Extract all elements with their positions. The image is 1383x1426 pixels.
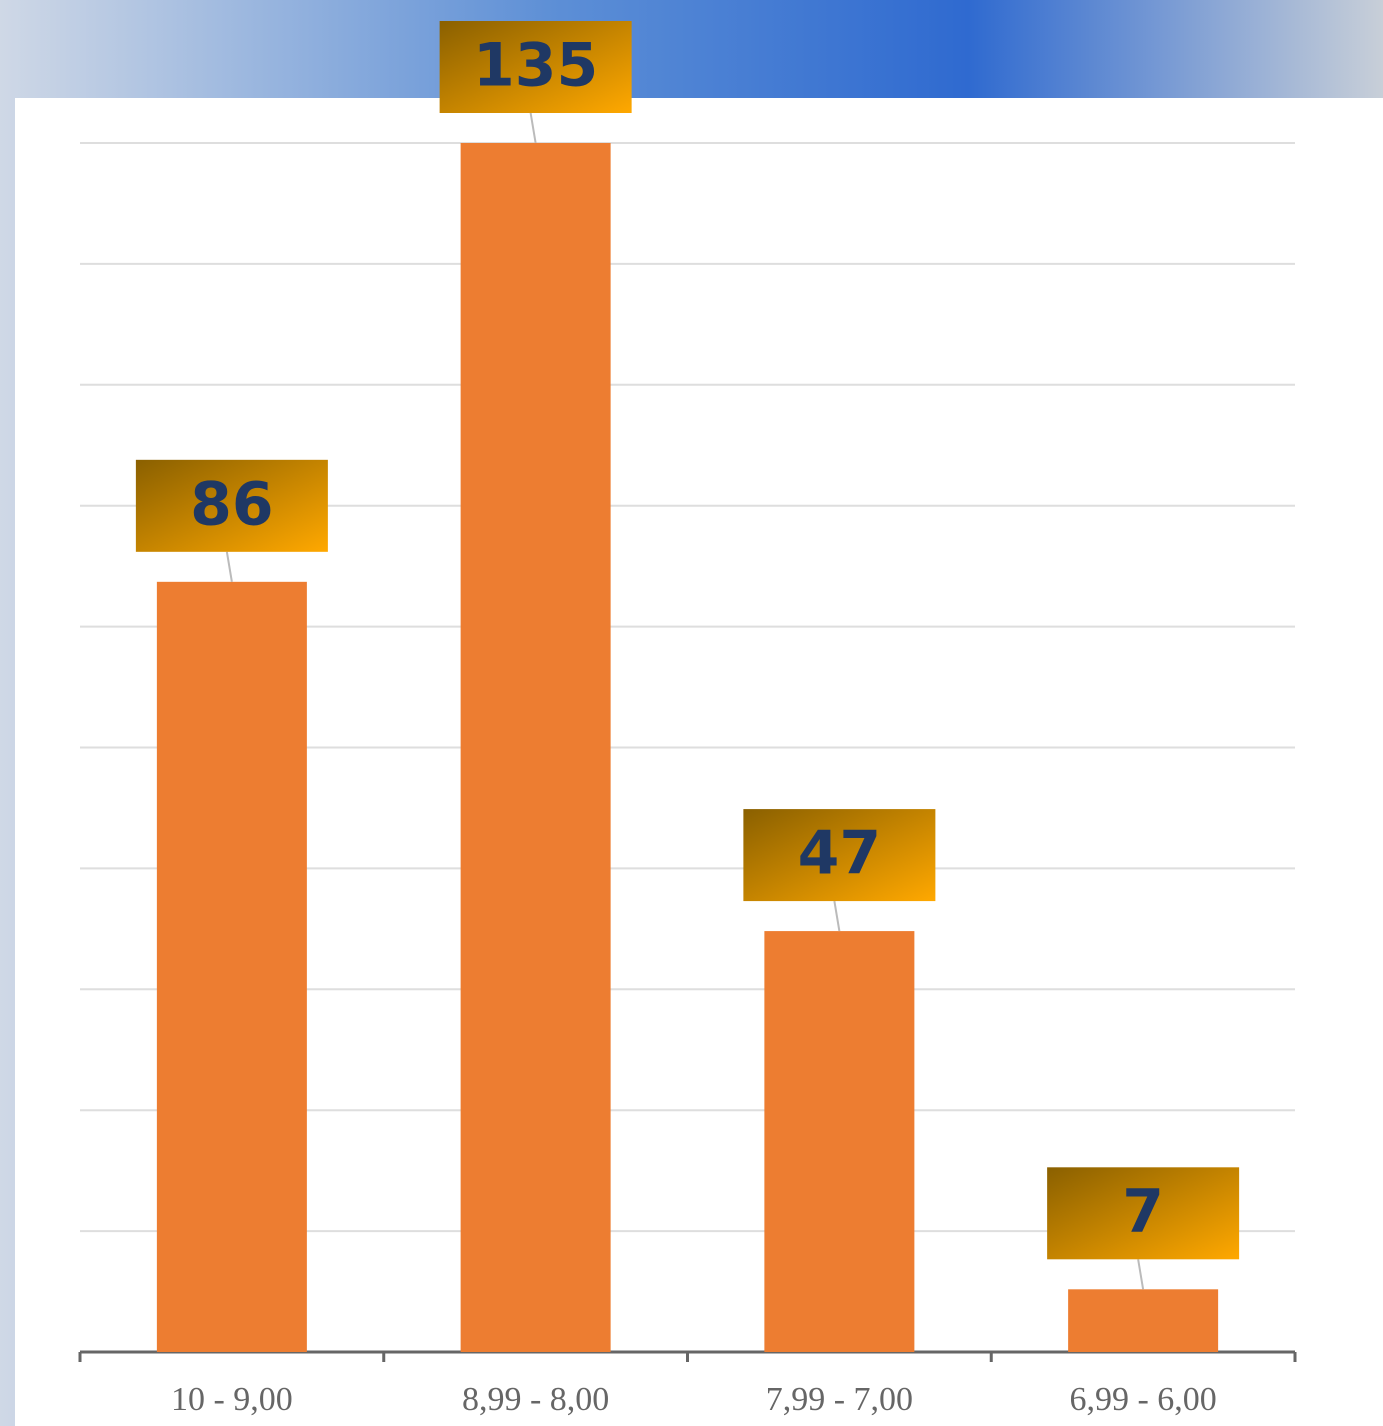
- value-label: 135: [473, 31, 598, 101]
- bar: [157, 582, 307, 1352]
- value-label: 47: [798, 819, 882, 889]
- value-label: 86: [190, 469, 274, 539]
- x-tick-label: 6,99 - 6,00: [1069, 1381, 1216, 1418]
- x-tick-label: 7,99 - 7,00: [766, 1381, 913, 1418]
- bar: [1068, 1289, 1218, 1352]
- value-label: 7: [1122, 1177, 1164, 1247]
- x-tick-label: 10 - 9,00: [171, 1381, 293, 1418]
- bar: [764, 931, 914, 1352]
- x-tick-label: 8,99 - 8,00: [462, 1381, 609, 1418]
- chart: 10 - 9,00 86 8,99 - 8,00 135 7,99 - 7,00 47 6,…: [0, 0, 1383, 1426]
- bar: [461, 143, 611, 1352]
